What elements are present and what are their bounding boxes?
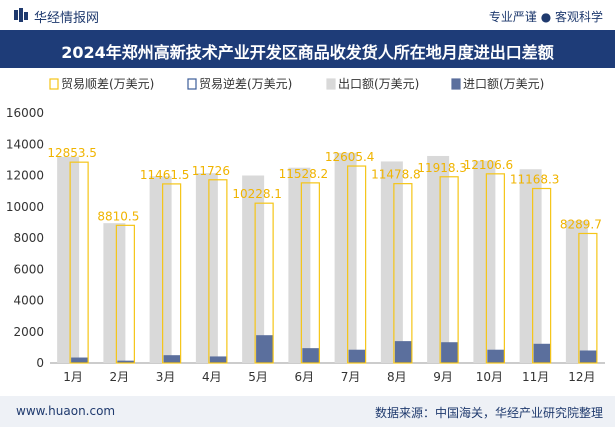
x-tick-label: 6月 [295, 370, 315, 384]
y-tick-label: 12000 [6, 169, 44, 183]
import-bar [163, 355, 181, 363]
y-tick-label: 6000 [13, 262, 44, 276]
surplus-data-label: 12106.6 [464, 158, 514, 172]
surplus-data-label: 12605.4 [325, 150, 375, 164]
legend-swatch [326, 78, 336, 90]
export-bar [195, 173, 218, 363]
import-bar [579, 350, 597, 363]
import-bar [487, 349, 505, 363]
export-bar [242, 175, 265, 363]
surplus-data-label: 10228.1 [232, 187, 282, 201]
import-bar [533, 343, 551, 363]
footer-url[interactable]: www.huaon.com [16, 404, 116, 418]
legend-label: 出口额(万美元) [338, 77, 419, 91]
y-tick-label: 16000 [6, 106, 44, 120]
x-tick-label: 9月 [433, 370, 453, 384]
x-tick-label: 1月 [63, 370, 83, 384]
tagline: 专业严谨 ● 客观科学 [488, 10, 603, 24]
legend-swatch [49, 78, 59, 90]
export-bar [473, 160, 496, 363]
import-bar [71, 357, 89, 363]
legend-label: 贸易逆差(万美元) [199, 76, 292, 91]
surplus-bar [254, 202, 274, 364]
legend-swatch [187, 78, 197, 90]
import-bar [256, 335, 274, 363]
footer: www.huaon.com 数据来源：中国海关，华经产业研究院整理 [0, 396, 615, 427]
surplus-bar [162, 183, 182, 364]
import-bar [394, 341, 412, 363]
import-bar [441, 342, 459, 363]
top-bar: 华经情报网 专业严谨 ● 客观科学 [0, 0, 615, 30]
x-tick-label: 4月 [202, 370, 222, 384]
x-tick-label: 7月 [341, 370, 361, 384]
export-bar [519, 169, 542, 363]
export-bar [565, 220, 588, 363]
export-bar [149, 176, 172, 363]
chart-title: 2024年郑州高新技术产业开发区商品收发货人所在地月度进出口差额 [61, 43, 554, 62]
surplus-data-label: 8289.7 [560, 217, 602, 231]
y-tick-label: 2000 [13, 325, 44, 339]
huajing-logo-icon [14, 8, 28, 22]
legend-swatch [451, 78, 461, 90]
surplus-bar [208, 179, 228, 364]
y-tick-label: 10000 [6, 200, 44, 214]
x-tick-label: 8月 [387, 370, 407, 384]
surplus-bar [115, 224, 135, 364]
surplus-data-label: 11918.3 [417, 161, 467, 175]
brand-name: 华经情报网 [34, 11, 100, 26]
surplus-data-label: 11726 [192, 164, 230, 178]
surplus-bar [485, 173, 505, 364]
x-tick-label: 3月 [156, 370, 176, 384]
import-bar [209, 356, 227, 363]
surplus-data-label: 12853.5 [47, 146, 97, 160]
legend-label: 贸易顺差(万美元) [61, 77, 154, 91]
surplus-data-label: 11478.8 [371, 168, 421, 182]
y-tick-label: 4000 [13, 294, 44, 308]
import-bar [302, 348, 320, 363]
x-tick-label: 12月 [568, 370, 595, 384]
legend-label: 进口额(万美元) [463, 77, 544, 91]
title-bar: 2024年郑州高新技术产业开发区商品收发货人所在地月度进出口差额 [0, 30, 615, 68]
y-tick-label: 14000 [6, 137, 44, 151]
surplus-bar [347, 165, 367, 364]
surplus-bar [439, 176, 459, 364]
x-tick-label: 11月 [522, 370, 549, 384]
surplus-data-label: 8810.5 [97, 209, 139, 223]
surplus-data-label: 11528.2 [279, 167, 329, 181]
export-bar [288, 167, 311, 363]
export-bar [103, 223, 126, 363]
import-bar [348, 349, 366, 363]
export-bar [380, 161, 403, 363]
surplus-bar [69, 161, 89, 364]
x-tick-label: 5月 [248, 370, 268, 384]
import-bar [117, 360, 135, 363]
export-bar [427, 155, 450, 363]
surplus-bar [578, 232, 598, 364]
export-bar [57, 156, 80, 363]
data-source: 数据来源：中国海关，华经产业研究院整理 [374, 406, 603, 420]
x-tick-label: 2月 [110, 370, 130, 384]
surplus-data-label: 11461.5 [140, 168, 190, 182]
x-tick-label: 10月 [476, 370, 503, 384]
surplus-data-label: 11168.3 [510, 172, 560, 186]
surplus-bar [393, 183, 413, 364]
y-tick-label: 0 [36, 356, 44, 370]
export-bar [334, 152, 357, 363]
y-tick-label: 8000 [13, 231, 44, 245]
surplus-bar [300, 182, 320, 364]
surplus-bar [532, 187, 552, 364]
